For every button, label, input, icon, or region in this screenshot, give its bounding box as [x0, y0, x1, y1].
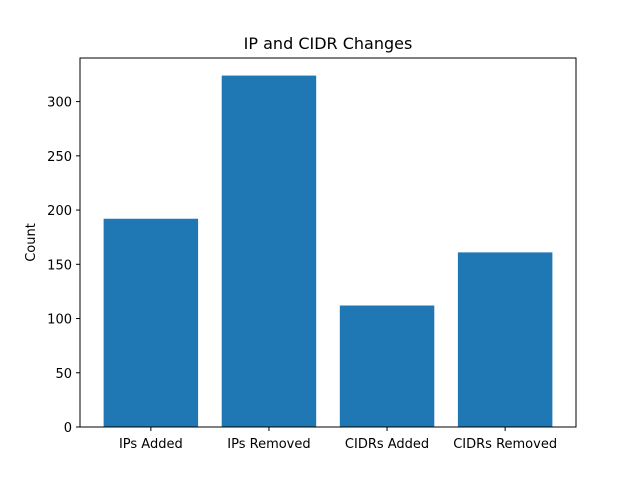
y-tick-label: 0	[64, 421, 72, 436]
y-axis: 0 50 100 150 200 250 300	[47, 96, 80, 436]
bars-layer	[103, 75, 553, 428]
x-tick-label: CIDRs Removed	[453, 437, 557, 452]
y-tick-label: 300	[47, 96, 72, 111]
y-axis-label: Count	[24, 223, 39, 262]
x-axis: IPs Added IPs Removed CIDRs Added CIDRs Rem…	[119, 427, 557, 452]
bar-cidrs-removed	[457, 252, 553, 427]
x-tick-label: IPs Removed	[227, 437, 310, 452]
y-tick-label: 200	[47, 204, 72, 219]
bar-cidrs-added	[339, 305, 435, 427]
x-tick-label: IPs Added	[119, 437, 183, 452]
x-tick-label: CIDRs Added	[345, 437, 429, 452]
y-tick-label: 100	[47, 313, 72, 328]
chart-title: IP and CIDR Changes	[244, 34, 413, 53]
bar-ips-removed	[221, 75, 317, 428]
bar-ips-added	[103, 218, 199, 427]
y-tick-label: 250	[47, 150, 72, 165]
y-tick-label: 50	[55, 367, 72, 382]
y-tick-label: 150	[47, 258, 72, 273]
plot-frame	[79, 57, 577, 428]
